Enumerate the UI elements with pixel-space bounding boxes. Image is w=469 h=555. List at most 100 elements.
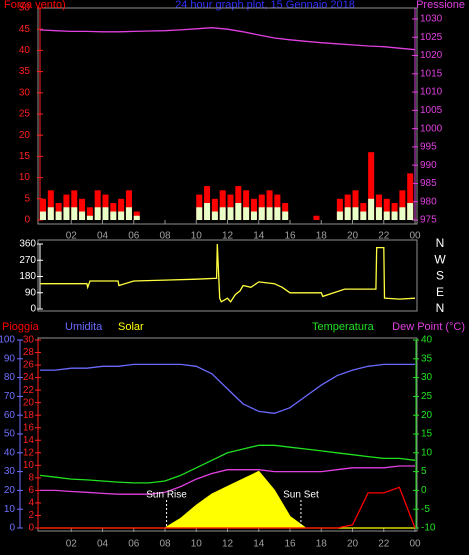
x-tick-label: 04	[97, 539, 109, 550]
x-tick-label: 10	[191, 539, 203, 550]
line	[39, 27, 416, 51]
y-tick-label: 30	[23, 335, 35, 346]
bar	[79, 211, 86, 220]
y-tick-label: 0	[421, 485, 427, 496]
bar	[344, 207, 351, 220]
y-tick-label: 30	[19, 87, 31, 98]
y-tick-label: S	[436, 269, 444, 283]
y-tick-label: 0	[28, 523, 34, 534]
bar	[250, 211, 257, 220]
x-tick-label: 22	[378, 539, 390, 550]
bar	[383, 198, 390, 220]
y-tick-label: W	[434, 252, 446, 266]
y-tick-label: 985	[420, 178, 437, 189]
bar	[391, 211, 398, 220]
x-tick-label: 20	[347, 539, 359, 550]
legend-label: Pressione	[416, 0, 465, 11]
y-tick-label: 30	[421, 372, 433, 383]
x-tick-label: 12	[222, 539, 234, 550]
x-tick-label: 06	[128, 231, 140, 242]
y-tick-label: 10	[19, 172, 31, 183]
bar	[125, 190, 132, 220]
y-tick-label: 45	[19, 24, 31, 35]
line	[40, 243, 416, 303]
bar	[282, 203, 289, 220]
bar	[204, 203, 211, 220]
y-tick-label: 0	[9, 523, 15, 534]
bar	[313, 215, 320, 220]
bar	[407, 173, 414, 220]
y-tick-label: 5	[24, 193, 30, 204]
y-tick-label: 15	[421, 429, 433, 440]
y-tick-label: 40	[4, 447, 16, 458]
y-tick-label: 40	[421, 335, 433, 346]
bar	[336, 211, 343, 220]
line	[40, 465, 415, 495]
y-tick-label: 1000	[420, 123, 443, 134]
bar	[399, 207, 406, 220]
x-tick-label: 08	[159, 231, 171, 242]
y-tick-label: 25	[19, 109, 31, 120]
bar	[40, 198, 46, 220]
x-tick-label: 16	[284, 539, 296, 550]
bar	[211, 211, 218, 220]
y-tick-label: 30	[4, 466, 16, 477]
y-tick-label: 1025	[420, 32, 443, 43]
bar	[110, 203, 117, 220]
y-tick-label: 4	[28, 498, 34, 509]
x-tick-label: 20	[347, 231, 359, 242]
bar	[79, 198, 86, 220]
line	[40, 363, 415, 414]
x-tick-label: 18	[316, 539, 328, 550]
line	[40, 486, 416, 529]
y-tick-label: 90	[4, 353, 16, 364]
y-tick-label: 18	[23, 410, 35, 421]
x-tick-label: 16	[284, 231, 296, 242]
y-tick-label: N	[436, 301, 445, 315]
bar	[94, 190, 101, 220]
y-tick-label: 2	[28, 510, 34, 521]
bar	[360, 211, 367, 220]
bar	[63, 207, 70, 220]
y-tick-label: 25	[421, 391, 433, 402]
bar	[219, 207, 226, 220]
bar	[211, 198, 218, 220]
y-tick-label: 360	[19, 239, 36, 250]
bar	[266, 207, 273, 220]
bar	[235, 203, 242, 220]
annotation: Sun Set	[283, 490, 319, 501]
y-tick-label: 1005	[420, 105, 443, 116]
bar	[40, 211, 46, 220]
bar	[125, 207, 132, 220]
bar	[243, 190, 250, 220]
bar	[282, 211, 289, 220]
y-tick-label: 975	[420, 215, 437, 226]
bar	[47, 190, 54, 220]
y-tick-label: 10	[23, 460, 35, 471]
bar	[110, 211, 117, 220]
y-tick-label: 28	[23, 347, 35, 358]
y-tick-label: 270	[19, 255, 36, 266]
bar	[383, 211, 390, 220]
y-tick-label: 24	[23, 372, 35, 383]
bar	[118, 198, 125, 220]
legend-label: Pioggia	[2, 321, 40, 333]
bar	[336, 198, 343, 220]
y-tick-label: 70	[4, 391, 16, 402]
x-tick-label: 14	[253, 539, 265, 550]
x-tick-label: 10	[191, 231, 203, 242]
y-tick-label: 20	[4, 485, 16, 496]
y-tick-label: 12	[23, 447, 35, 458]
x-tick-label: 00	[409, 539, 421, 550]
y-tick-label: 90	[25, 287, 37, 298]
x-tick-label: 02	[66, 231, 78, 242]
y-tick-label: -5	[421, 504, 430, 515]
y-tick-label: 50	[19, 3, 31, 14]
y-tick-label: 980	[420, 196, 437, 207]
bar	[368, 198, 375, 220]
annotation: Sun Rise	[146, 490, 187, 501]
legend-label: Dew Point (°C)	[392, 321, 465, 333]
y-tick-label: 180	[19, 271, 36, 282]
